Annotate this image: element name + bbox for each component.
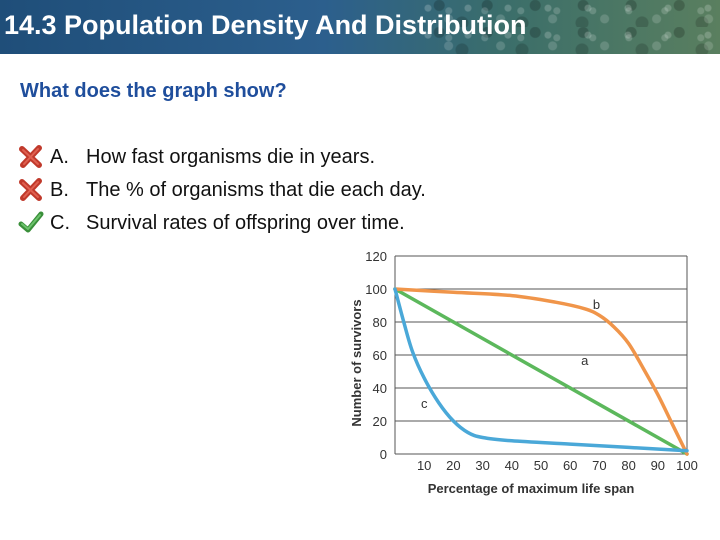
x-axis-title: Percentage of maximum life span [428, 481, 635, 496]
x-icon [18, 177, 44, 203]
answer-letter: B. [50, 179, 69, 201]
y-axis-title: Number of survivors [349, 299, 364, 426]
answer-letter: A. [50, 146, 69, 168]
y-tick-label: 120 [365, 249, 387, 264]
x-tick-label: 90 [651, 458, 665, 473]
answer-text: Survival rates of offspring over time. [86, 212, 405, 234]
series-label-b: b [593, 297, 600, 312]
x-tick-label: 50 [534, 458, 548, 473]
answer-text: The % of organisms that die each day. [86, 179, 426, 201]
x-tick-label: 60 [563, 458, 577, 473]
x-tick-label: 30 [475, 458, 489, 473]
x-tick-label: 70 [592, 458, 606, 473]
checkmark-icon [18, 210, 44, 236]
x-tick-label: 100 [676, 458, 698, 473]
answer-text: How fast organisms die in years. [86, 146, 376, 168]
x-tick-label: 10 [417, 458, 431, 473]
slide-title: 14.3 Population Density And Distribution [4, 10, 527, 40]
series-line-b [393, 287, 689, 456]
x-tick-label: 20 [446, 458, 460, 473]
question-text: What does the graph show? [20, 80, 287, 102]
y-tick-label: 100 [365, 282, 387, 297]
x-tick-label: 80 [621, 458, 635, 473]
y-tick-label: 80 [373, 315, 387, 330]
x-tick-label: 40 [505, 458, 519, 473]
series-line-a [393, 287, 689, 456]
y-tick-label: 60 [373, 348, 387, 363]
survivorship-chart: 0 20 40 60 80 100 120 10 20 30 40 50 60 70 80 90 100 Perc… [349, 249, 698, 496]
series-line-c [393, 287, 689, 453]
header-texture [420, 0, 720, 54]
y-tick-label: 0 [380, 447, 387, 462]
series-label-a: a [581, 353, 589, 368]
answer-letter: C. [50, 212, 70, 234]
series-label-c: c [421, 396, 428, 411]
y-tick-label: 20 [373, 414, 387, 429]
y-tick-label: 40 [373, 381, 387, 396]
slide-header: 14.3 Population Density And Distribution [0, 0, 720, 54]
x-icon [18, 144, 44, 170]
